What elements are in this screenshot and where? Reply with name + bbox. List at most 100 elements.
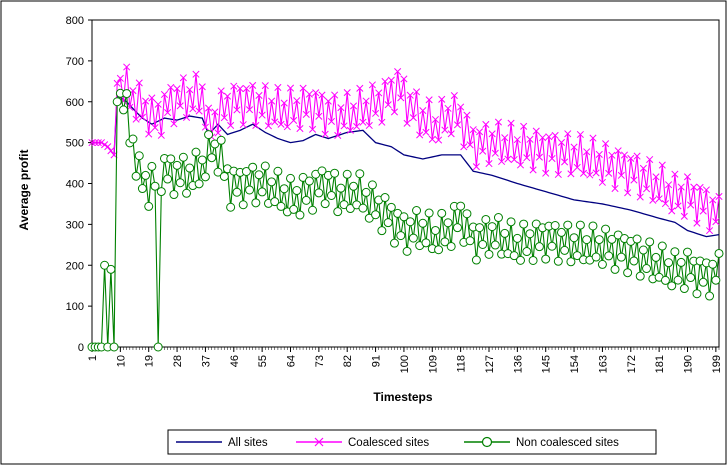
data-point <box>412 206 422 216</box>
legend-box <box>167 429 657 455</box>
data-point <box>216 135 226 145</box>
data-point <box>204 130 214 140</box>
x-tick-label: 37 <box>200 355 212 367</box>
data-point <box>421 238 431 248</box>
x-tick-label: 118 <box>456 355 468 373</box>
data-point <box>107 147 115 155</box>
data-point <box>708 259 718 269</box>
data-point <box>498 157 506 166</box>
data-point <box>525 229 535 239</box>
data-point <box>687 201 695 209</box>
data-point <box>219 171 229 181</box>
data-point <box>334 131 342 139</box>
data-point <box>452 223 462 233</box>
data-point <box>153 342 163 352</box>
data-point <box>564 130 572 138</box>
data-point <box>485 160 493 168</box>
x-tick-label: 172 <box>626 355 638 373</box>
data-point <box>629 256 639 266</box>
data-point <box>267 177 277 187</box>
y-tick-label: 0 <box>78 342 84 354</box>
data-point <box>572 251 582 261</box>
data-point <box>441 126 449 134</box>
data-point <box>690 183 698 191</box>
data-point <box>418 218 428 228</box>
data-point <box>270 197 280 207</box>
data-point <box>167 83 175 92</box>
data-point <box>355 169 365 179</box>
series-non-coalesced-sites <box>87 88 724 352</box>
data-point <box>145 130 153 138</box>
axes: 0 100 200 300 400 500 600 700 800 1 10 19 28 37 46 55 64… <box>66 15 723 373</box>
legend-item: Coalesced sites <box>296 437 429 449</box>
data-point <box>475 223 485 233</box>
data-point <box>317 166 327 176</box>
data-point <box>664 258 674 268</box>
data-point <box>141 170 151 180</box>
data-point <box>516 255 526 265</box>
data-point <box>611 184 619 193</box>
data-point <box>466 141 474 149</box>
data-point <box>295 210 305 220</box>
data-point <box>179 74 187 82</box>
y-tick-label: 800 <box>66 15 84 27</box>
data-point <box>478 239 488 249</box>
data-point <box>534 242 544 252</box>
data-point <box>397 94 405 102</box>
data-point <box>617 171 625 179</box>
data-point <box>463 111 471 119</box>
x-tick-label: 181 <box>654 355 666 373</box>
data-point <box>230 82 238 90</box>
data-point <box>422 128 430 136</box>
data-point <box>368 81 376 89</box>
data-point <box>424 208 434 218</box>
data-point <box>604 251 614 261</box>
data-point <box>465 236 475 246</box>
data-point <box>561 158 569 166</box>
data-point <box>305 90 313 98</box>
x-tick-label: 136 <box>512 355 524 373</box>
data-point <box>665 181 673 189</box>
data-point <box>150 181 160 191</box>
data-point <box>200 172 210 182</box>
y-axis-label: Average profit <box>17 150 31 231</box>
data-point <box>636 193 644 201</box>
data-point <box>302 110 310 118</box>
data-point <box>283 123 291 131</box>
data-point <box>661 200 669 208</box>
data-point <box>440 237 450 247</box>
series-coalesced-sites <box>88 63 723 235</box>
data-point <box>318 91 326 99</box>
series-layer <box>87 63 724 352</box>
data-point <box>567 170 575 178</box>
data-point <box>610 264 620 274</box>
data-point <box>608 151 616 159</box>
data-point <box>460 143 468 151</box>
data-point <box>340 122 348 130</box>
data-point <box>172 160 182 170</box>
data-point <box>372 109 380 117</box>
data-point <box>671 170 679 178</box>
data-point <box>134 151 144 161</box>
y-tick-label: 400 <box>66 179 84 191</box>
data-point <box>205 104 213 112</box>
x-tick-label: 127 <box>484 355 496 373</box>
data-point <box>326 190 336 200</box>
data-point <box>97 139 106 147</box>
data-point <box>714 248 724 258</box>
data-point <box>405 217 415 227</box>
data-point <box>526 135 534 143</box>
data-point <box>437 208 447 218</box>
y-tick-label: 700 <box>66 56 84 68</box>
data-point <box>674 202 682 210</box>
data-point <box>616 252 626 262</box>
data-point <box>178 152 188 162</box>
data-point <box>705 227 714 235</box>
data-point <box>545 133 553 141</box>
data-point <box>148 94 156 102</box>
data-point <box>245 106 254 114</box>
data-point <box>529 166 537 174</box>
data-point <box>444 104 452 112</box>
data-point <box>157 131 165 139</box>
